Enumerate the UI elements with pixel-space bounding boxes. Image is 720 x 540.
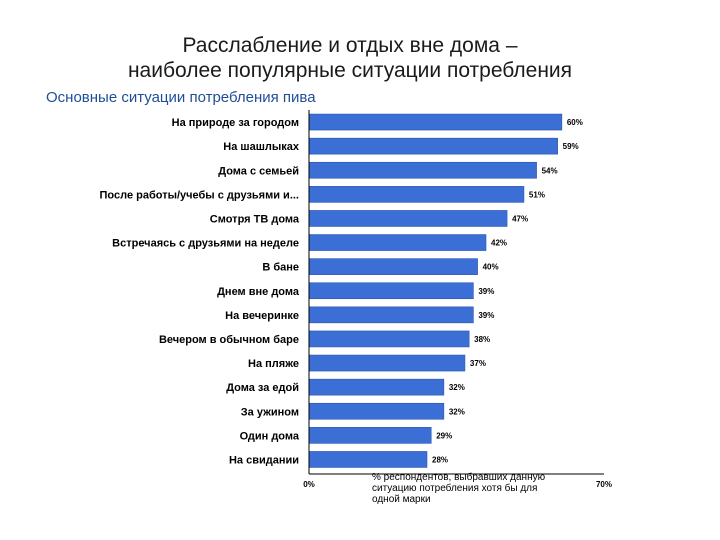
category-label-1: На шашлыках <box>223 141 300 153</box>
bar-0 <box>308 113 563 131</box>
value-label-9: 38% <box>474 335 490 344</box>
value-label-13: 29% <box>436 431 452 440</box>
value-label-12: 32% <box>449 407 465 416</box>
bar-14 <box>308 451 428 468</box>
bar-8 <box>308 306 474 324</box>
category-label-12: За ужином <box>241 406 299 418</box>
category-label-3: После работы/учебы с друзьями и... <box>100 189 300 201</box>
x-tick-label-1: 70% <box>596 480 612 489</box>
category-label-9: Вечером в обычном баре <box>159 334 299 346</box>
value-label-7: 39% <box>478 287 494 296</box>
category-label-13: Один дома <box>240 430 300 442</box>
bar-9 <box>308 330 470 348</box>
bar-2 <box>308 161 537 179</box>
bar-6 <box>308 258 478 275</box>
value-label-1: 59% <box>563 142 579 151</box>
value-label-11: 32% <box>449 383 465 392</box>
bar-1 <box>308 137 558 155</box>
category-label-5: Встречаясь с друзьями на неделе <box>112 238 299 250</box>
category-label-7: Днем вне дома <box>217 286 300 298</box>
category-label-6: В бане <box>262 262 299 274</box>
value-label-8: 39% <box>478 311 494 320</box>
category-label-8: На вечеринке <box>225 310 299 322</box>
category-label-0: На природе за городом <box>172 117 299 129</box>
bar-10 <box>308 354 466 372</box>
bar-3 <box>308 186 525 203</box>
category-label-2: Дома с семьей <box>218 165 299 177</box>
category-label-11: Дома за едой <box>226 382 299 394</box>
value-label-3: 51% <box>529 190 545 199</box>
value-label-2: 54% <box>542 166 558 175</box>
bar-7 <box>308 282 474 300</box>
value-label-5: 42% <box>491 239 507 248</box>
chart-subtitle: Основные ситуации потребления пива <box>46 89 316 106</box>
value-label-6: 40% <box>483 263 499 272</box>
value-label-0: 60% <box>567 118 583 127</box>
x-tick-label-0: 0% <box>303 480 315 489</box>
bar-11 <box>308 378 445 396</box>
category-label-10: На пляже <box>248 358 299 370</box>
chart-title-line-1: Расслабление и отдых вне дома – <box>182 34 518 57</box>
value-label-4: 47% <box>512 214 528 223</box>
bar-5 <box>308 234 487 251</box>
bar-12 <box>308 402 445 420</box>
category-label-14: На свидании <box>229 454 299 466</box>
value-label-10: 37% <box>470 359 486 368</box>
bar-13 <box>308 427 432 444</box>
bar-4 <box>308 210 508 227</box>
value-label-14: 28% <box>432 455 448 464</box>
category-label-4: Смотря ТВ дома <box>210 213 300 225</box>
chart-title-line-2: наиболее популярные ситуации потребления <box>127 59 573 82</box>
axis-note: % респондентов, выбравших данную ситуаци… <box>372 472 546 505</box>
